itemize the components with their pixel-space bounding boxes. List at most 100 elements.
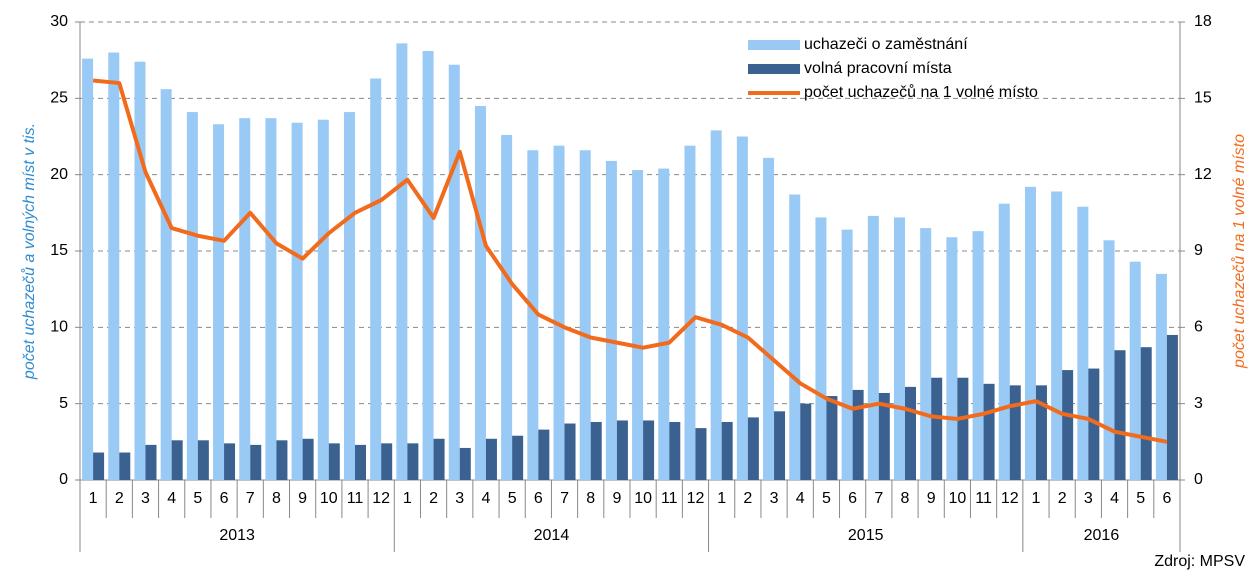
x-tick-label: 11 bbox=[975, 490, 992, 507]
bar bbox=[145, 444, 157, 480]
bar bbox=[344, 112, 355, 480]
bar bbox=[302, 438, 314, 480]
bar bbox=[448, 64, 460, 480]
bar bbox=[564, 423, 576, 480]
y-tick-label: 10 bbox=[50, 319, 68, 336]
bar bbox=[317, 119, 329, 480]
x-tick-label: 8 bbox=[901, 490, 910, 507]
bar bbox=[250, 444, 262, 480]
x-tick-label: 7 bbox=[246, 490, 255, 507]
x-tick-label: 1 bbox=[717, 490, 726, 507]
bar bbox=[239, 118, 251, 481]
x-tick-label: 12 bbox=[372, 490, 390, 507]
bar bbox=[265, 118, 277, 481]
bar bbox=[931, 377, 943, 480]
bar bbox=[501, 134, 513, 480]
bar bbox=[972, 231, 984, 480]
x-tick-label: 2 bbox=[743, 490, 752, 507]
source: Zdroj: MPSV bbox=[1154, 553, 1245, 570]
y-tick-label: 5 bbox=[59, 395, 68, 412]
x-group-label: 2014 bbox=[534, 527, 570, 544]
bar bbox=[579, 150, 591, 481]
bar bbox=[355, 444, 366, 480]
x-tick-label: 7 bbox=[560, 490, 569, 507]
legend-swatch bbox=[748, 64, 800, 74]
bar bbox=[171, 440, 183, 480]
bar bbox=[160, 89, 172, 480]
bar bbox=[658, 168, 670, 480]
y2-tick-label: 12 bbox=[1194, 166, 1212, 183]
y2-tick-label: 9 bbox=[1194, 242, 1203, 259]
x-tick-label: 5 bbox=[193, 490, 202, 507]
bar bbox=[213, 124, 225, 480]
x-tick-label: 6 bbox=[1162, 490, 1171, 507]
x-tick-label: 8 bbox=[586, 490, 595, 507]
x-tick-label: 12 bbox=[687, 490, 705, 507]
x-tick-label: 11 bbox=[347, 490, 364, 507]
x-tick-label: 3 bbox=[770, 490, 779, 507]
legend-label: počet uchazečů na 1 volné místo bbox=[804, 83, 1038, 101]
bar bbox=[119, 452, 131, 480]
bar bbox=[1088, 368, 1100, 480]
bar bbox=[422, 51, 434, 481]
bar bbox=[684, 145, 696, 480]
bar bbox=[1062, 370, 1074, 480]
bar bbox=[186, 112, 198, 480]
bar bbox=[108, 52, 120, 481]
x-tick-label: 9 bbox=[298, 490, 307, 507]
bar bbox=[527, 150, 539, 481]
legend-swatch bbox=[748, 40, 800, 50]
bar bbox=[905, 386, 916, 480]
bar bbox=[1035, 385, 1047, 480]
y2-axis-label: počet uchazečů na 1 volné místo bbox=[1230, 134, 1248, 369]
y-tick-label: 25 bbox=[50, 90, 68, 107]
bar bbox=[605, 160, 617, 480]
bar bbox=[370, 78, 382, 480]
x-tick-label: 1 bbox=[403, 490, 412, 507]
bar bbox=[800, 403, 812, 480]
y2-tick-label: 15 bbox=[1194, 90, 1212, 107]
y-axis-label: počet uchazečů a volných míst v tis. bbox=[20, 123, 38, 380]
x-tick-label: 4 bbox=[796, 490, 805, 507]
y2-tick-label: 6 bbox=[1194, 319, 1203, 336]
legend-label: uchazeči o zaměstnání bbox=[804, 36, 968, 53]
y2-tick-label: 0 bbox=[1194, 471, 1203, 488]
bar bbox=[276, 440, 288, 480]
bar bbox=[396, 43, 408, 481]
bar bbox=[553, 145, 565, 480]
x-tick-label: 7 bbox=[874, 490, 883, 507]
bar bbox=[474, 105, 486, 480]
bar bbox=[381, 443, 393, 480]
bar bbox=[291, 122, 303, 480]
bar bbox=[459, 447, 471, 480]
x-tick-label: 4 bbox=[1110, 490, 1119, 507]
bar bbox=[1155, 273, 1167, 480]
bar bbox=[643, 420, 655, 480]
bar bbox=[946, 237, 958, 480]
x-tick-label: 3 bbox=[141, 490, 150, 507]
bar bbox=[134, 61, 146, 481]
bar bbox=[815, 217, 827, 480]
bar bbox=[1009, 385, 1021, 480]
x-group-label: 2016 bbox=[1084, 527, 1120, 544]
x-group-label: 2015 bbox=[848, 527, 884, 544]
bar bbox=[841, 229, 853, 480]
bar bbox=[224, 443, 236, 480]
bar bbox=[197, 440, 209, 480]
bar bbox=[1129, 261, 1141, 480]
x-tick-label: 2 bbox=[429, 490, 438, 507]
bar bbox=[894, 217, 905, 480]
bar bbox=[826, 396, 838, 480]
x-tick-label: 5 bbox=[822, 490, 831, 507]
x-group-label: 2013 bbox=[219, 527, 255, 544]
x-tick-label: 10 bbox=[634, 490, 652, 507]
legend-label: volná pracovní místa bbox=[804, 60, 952, 77]
bar bbox=[1024, 186, 1036, 480]
bar bbox=[538, 429, 550, 480]
bar bbox=[774, 411, 786, 480]
x-tick-label: 6 bbox=[848, 490, 857, 507]
y-tick-label: 15 bbox=[50, 242, 68, 259]
y2-tick-label: 18 bbox=[1194, 13, 1212, 30]
x-tick-label: 2 bbox=[115, 490, 124, 507]
